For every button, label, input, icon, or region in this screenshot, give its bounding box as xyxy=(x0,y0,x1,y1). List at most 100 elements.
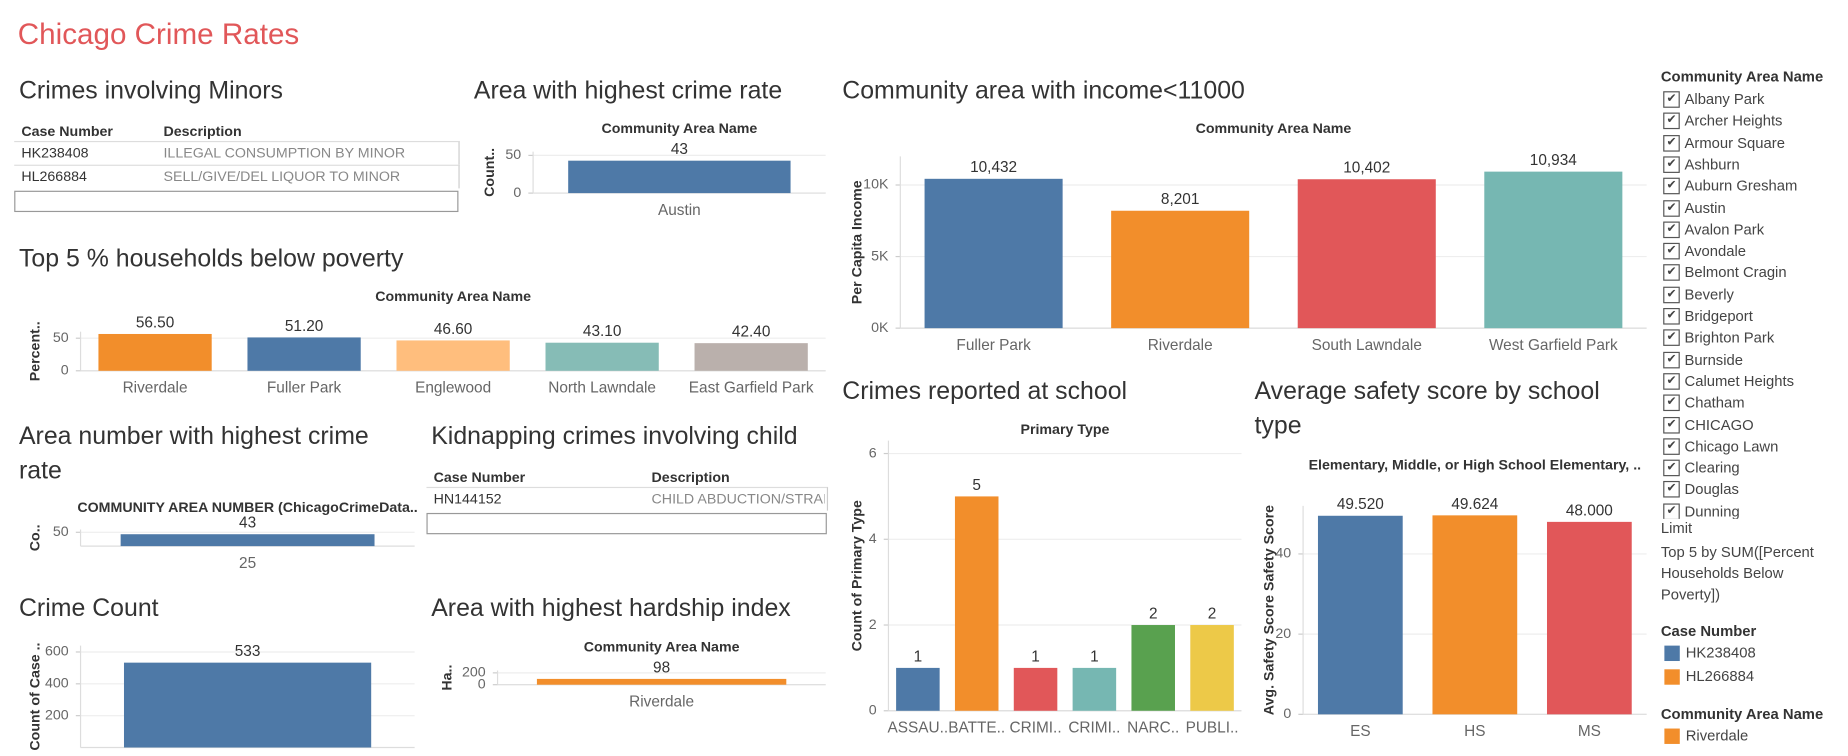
x-header: Community Area Name xyxy=(584,640,740,656)
y-tick-label: 0 xyxy=(478,676,486,692)
y-axis-label: Count of Case .. xyxy=(27,642,43,750)
filter-label[interactable]: Douglas xyxy=(1684,481,1739,499)
filter-item[interactable]: ✔ Chatham xyxy=(1661,392,1745,413)
filter-label[interactable]: Armour Square xyxy=(1684,134,1785,152)
filter-label[interactable]: Burnside xyxy=(1684,351,1743,368)
checkbox[interactable]: ✔ xyxy=(1663,156,1680,173)
y-tick-label: 6 xyxy=(869,445,877,461)
filter-label[interactable]: Chicago Lawn xyxy=(1684,438,1779,455)
y-axis-label: Count.. xyxy=(482,148,498,197)
y-tick-label: 50 xyxy=(53,330,69,346)
x-tick-label: Riverdale xyxy=(1148,337,1213,354)
filter-label[interactable]: Auburn Gresham xyxy=(1684,177,1798,195)
filter-item[interactable]: ✔ Belmont Cragin xyxy=(1661,262,1787,283)
filter-label[interactable]: Belmont Cragin xyxy=(1684,264,1787,282)
legend-title: Case Number xyxy=(1660,623,1757,640)
row-line xyxy=(14,164,460,189)
filter-item[interactable]: ✔ Auburn Gresham xyxy=(1661,176,1797,197)
checkbox[interactable]: ✔ xyxy=(1663,394,1680,412)
limit-title: Limit xyxy=(1660,520,1693,537)
table: Case Number Description HN144152 CHILD ABDU… xyxy=(426,464,829,542)
y-axis-label: Per Capita Income xyxy=(849,180,865,304)
checkbox[interactable]: ✔ xyxy=(1663,264,1680,282)
filter-item[interactable]: ✔ Brighton Park xyxy=(1661,327,1774,348)
chart-title: Crimes reported at school xyxy=(842,377,1128,406)
checkbox[interactable]: ✔ xyxy=(1663,134,1680,152)
filter-item[interactable]: ✔ Avalon Park xyxy=(1661,219,1764,240)
x-tick-label: Fuller Park xyxy=(267,380,342,397)
case-number: HN144152 xyxy=(433,490,502,508)
filter-label[interactable]: Austin xyxy=(1684,199,1726,217)
filter-item[interactable]: ✔ Beverly xyxy=(1661,284,1734,305)
filter-item[interactable]: ✔ Archer Heights xyxy=(1661,111,1782,132)
checkbox[interactable]: ✔ xyxy=(1663,112,1680,130)
checkbox[interactable]: ✔ xyxy=(1663,503,1680,519)
cell: SELL/GIVE/DEL LIQUOR TO MINOR xyxy=(163,168,401,185)
filter-item[interactable]: ✔ CHICAGO xyxy=(1661,414,1754,435)
checkbox[interactable]: ✔ xyxy=(1663,459,1680,477)
empty-row xyxy=(14,190,459,213)
filter-item[interactable]: ✔ Albany Park xyxy=(1661,89,1764,110)
value-label: 51.20 xyxy=(285,318,323,335)
filter-item[interactable]: ✔ Armour Square xyxy=(1661,132,1785,153)
checkbox[interactable]: ✔ xyxy=(1663,416,1680,433)
chart-title: Area with highest crime rate xyxy=(473,76,783,105)
x-header: Primary Type xyxy=(1020,422,1109,438)
x-tick-label: BATTE.. xyxy=(948,720,1005,737)
table-title: Crimes involving Minors xyxy=(18,76,283,105)
filter-label[interactable]: Avondale xyxy=(1684,242,1747,260)
filter-label[interactable]: Albany Park xyxy=(1684,91,1765,108)
filter-item[interactable]: ✔ Calumet Heights xyxy=(1661,371,1794,392)
chart-title: Crime Count xyxy=(18,594,159,622)
bar xyxy=(1297,179,1436,329)
filter-label[interactable]: Bridgeport xyxy=(1684,307,1753,325)
filter-label[interactable]: Calumet Heights xyxy=(1684,373,1794,390)
filter-item[interactable]: ✔ Dunning xyxy=(1661,501,1740,519)
bar xyxy=(1131,625,1175,711)
value-label: 1 xyxy=(914,648,923,665)
x-tick-label: NARC.. xyxy=(1127,720,1179,737)
bar xyxy=(536,678,787,685)
x-tick-label: CRIMI.. xyxy=(1009,720,1061,737)
filter-item[interactable]: ✔ Austin xyxy=(1661,197,1726,218)
filter-label[interactable]: CHICAGO xyxy=(1684,416,1754,433)
y-tick-label: 40 xyxy=(1275,546,1291,562)
checkbox[interactable]: ✔ xyxy=(1663,438,1680,455)
filter-item[interactable]: ✔ Avondale xyxy=(1661,241,1746,262)
filter-label[interactable]: Beverly xyxy=(1684,286,1734,303)
checkbox[interactable]: ✔ xyxy=(1663,329,1680,347)
checkbox[interactable]: ✔ xyxy=(1663,351,1680,368)
checkbox[interactable]: ✔ xyxy=(1663,481,1680,499)
filter-label[interactable]: Archer Heights xyxy=(1684,112,1783,130)
bar xyxy=(954,496,999,711)
bar xyxy=(1013,667,1058,711)
table-title: Kidnapping crimes involving child xyxy=(431,422,798,451)
filter-label[interactable]: Clearing xyxy=(1684,459,1740,477)
filter-item[interactable]: ✔ Douglas xyxy=(1661,479,1739,500)
filter-item[interactable]: ✔ Burnside xyxy=(1661,349,1743,370)
filter-label[interactable]: Ashburn xyxy=(1684,156,1740,173)
checkbox[interactable]: ✔ xyxy=(1663,91,1680,108)
filter-label[interactable]: Brighton Park xyxy=(1684,329,1775,347)
checkbox[interactable]: ✔ xyxy=(1663,307,1680,325)
y-axis-label: Avg. Safety Score Safety Score xyxy=(1262,505,1278,715)
filter-item[interactable]: ✔ Clearing xyxy=(1661,457,1740,478)
checkbox[interactable]: ✔ xyxy=(1663,242,1680,260)
y-axis-label: Percent.. xyxy=(27,321,43,381)
filter-label[interactable]: Dunning xyxy=(1684,503,1740,519)
filter-item[interactable]: ✔ Ashburn xyxy=(1661,154,1740,175)
filter-label[interactable]: Chatham xyxy=(1684,394,1745,412)
checkbox[interactable]: ✔ xyxy=(1663,177,1680,195)
checkbox[interactable]: ✔ xyxy=(1663,221,1680,238)
bar xyxy=(247,337,361,371)
checkbox[interactable]: ✔ xyxy=(1663,373,1680,390)
filter-item[interactable]: ✔ Chicago Lawn xyxy=(1661,436,1778,457)
filter-item[interactable]: ✔ Bridgeport xyxy=(1661,306,1753,327)
x-tick-label: PUBLI.. xyxy=(1186,720,1239,737)
checkbox[interactable]: ✔ xyxy=(1663,286,1680,303)
bar xyxy=(1072,667,1117,711)
filter-label[interactable]: Avalon Park xyxy=(1684,221,1765,238)
checkbox[interactable]: ✔ xyxy=(1663,199,1680,217)
y-tick-label: 4 xyxy=(869,531,877,547)
